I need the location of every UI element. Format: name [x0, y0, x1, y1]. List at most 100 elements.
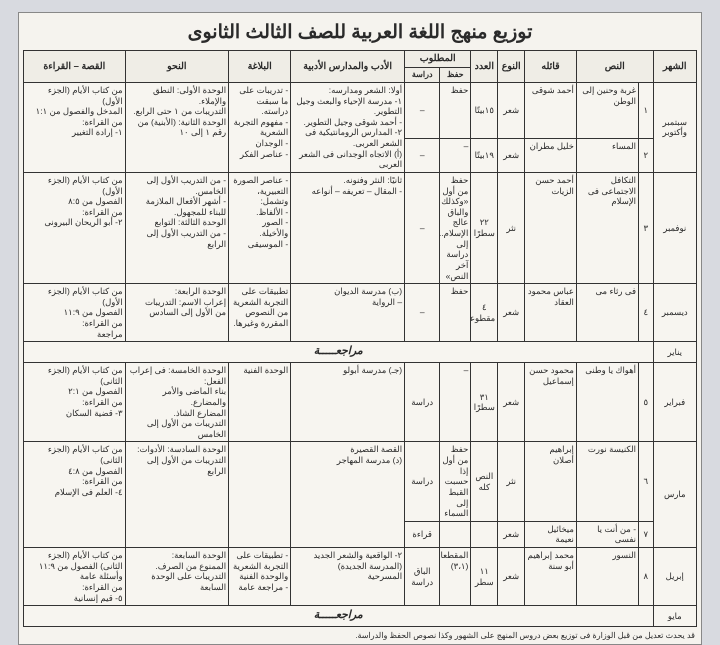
h-literature: الأدب والمدارس الأدبية [291, 51, 405, 83]
cell: من كتاب الأيام (الجزء الأول) الفصول من ١… [24, 284, 126, 342]
cell [471, 521, 498, 547]
cell: حفظ [440, 284, 471, 342]
cell: نوفمبر [653, 172, 696, 283]
cell: إبراهيم أصلان [525, 442, 577, 521]
cell: من كتاب الأيام (الجزء الثانى) الفصول من … [24, 363, 126, 442]
cell: مراجعـــــة [24, 342, 654, 363]
curriculum-table: الشهر النص قائله النوع العدد المطلوب الأ… [23, 50, 697, 627]
cell: – [405, 284, 440, 342]
cell: الوحدة الخامسة: فى إعراب الفعل: بناء الم… [125, 363, 229, 442]
h-grammar: النحو [125, 51, 229, 83]
cell: أولا: الشعر ومدارسه: ١- مدرسة الإحياء وا… [291, 82, 405, 172]
cell: ٥ [639, 363, 653, 442]
cell: ميخائيل نعيمة [525, 521, 577, 547]
cell: النص كله [471, 442, 498, 521]
cell: أهواك يا وطنى [576, 363, 638, 442]
cell: ثانيًا: النثر وفنونه. - المقال – تعريفه … [291, 172, 405, 283]
cell: إبريل [653, 548, 696, 606]
h-count: العدد [471, 51, 498, 83]
cell: تطبيقات على التجربة الشعرية من النصوص ال… [229, 284, 291, 342]
cell: شعر [498, 284, 525, 342]
cell [229, 442, 291, 548]
cell: شعر [498, 139, 525, 173]
cell: دراسة [405, 442, 440, 521]
cell: الوحدة الأولى: النطق والإملاء. التدريبات… [125, 82, 229, 172]
cell: شعر [498, 363, 525, 442]
table-row: ديسمبر٤فى رثاء مىعباس محمود العقادشعر٤ م… [24, 284, 697, 342]
cell: دراسة [405, 363, 440, 442]
h-memorize: حفظ [440, 67, 471, 82]
cell: نثر [498, 172, 525, 283]
cell: القصة القصيرة (د) مدرسة المهاجر [291, 442, 405, 548]
cell: ٢- الواقعية والشعر الجديد (المدرسة الجدي… [291, 548, 405, 606]
cell: - من أنت يا نفسى [576, 521, 638, 547]
cell: الوحدة السابعة: الممنوع من الصرف. التدري… [125, 548, 229, 606]
cell: عباس محمود العقاد [525, 284, 577, 342]
cell: – [440, 363, 471, 442]
cell: ١١ سطر [471, 548, 498, 606]
cell: ٤ مقطوعات [471, 284, 498, 342]
header-row: الشهر النص قائله النوع العدد المطلوب الأ… [24, 51, 697, 68]
cell: – [405, 139, 440, 173]
cell: سبتمبر وأكتوبر [653, 82, 696, 172]
cell: ٨ [639, 548, 653, 606]
table-row: نوفمبر٣التكافل الاجتماعى فى الإسلامأحمد … [24, 172, 697, 283]
cell: المقطعان (٣،١) [440, 548, 471, 606]
cell: من كتاب الأيام (الجزء الثانى) الفصول من … [24, 442, 126, 548]
cell: من كتاب الأيام (الجزء الأول) الفصول من ٨… [24, 172, 126, 283]
curriculum-page: توزيع منهج اللغة العربية للصف الثالث الث… [18, 12, 702, 645]
h-study: دراسة [405, 67, 440, 82]
cell: ٦ [639, 442, 653, 521]
cell: ١٥بيتًا [471, 82, 498, 138]
cell: ٧ [639, 521, 653, 547]
cell: – [440, 139, 471, 173]
cell: (جـ) مدرسة أبولو [291, 363, 405, 442]
cell: قراءة [405, 521, 440, 547]
cell: الوحدة الرابعة: إعراب الاسم: التدريبات م… [125, 284, 229, 342]
cell: - من التدريب الأول إلى الخامس. - أشهر ال… [125, 172, 229, 283]
cell: ٣١ سطرًا [471, 363, 498, 442]
cell: يناير [653, 342, 696, 363]
cell: المساء [576, 139, 638, 173]
cell: حفظ [440, 82, 471, 138]
h-type: النوع [498, 51, 525, 83]
cell: ديسمبر [653, 284, 696, 342]
cell: محمد إبراهيم أبو سنة [525, 548, 577, 606]
cell: من كتاب الأيام (الجزء الأول) المدخل والف… [24, 82, 126, 172]
cell: ٤ [639, 284, 653, 342]
cell: ٣ [639, 172, 653, 283]
cell: - عناصر الصورة التعبيرية، وتشمل: - الألف… [229, 172, 291, 283]
cell: – [405, 82, 440, 138]
table-body: سبتمبر وأكتوبر١غربة وحنين إلى الوطنأحمد … [24, 82, 697, 626]
cell: – [405, 172, 440, 283]
cell: أحمد شوقى [525, 82, 577, 138]
cell: الكنيسة نورت [576, 442, 638, 521]
cell: خليل مطران [525, 139, 577, 173]
h-month: الشهر [653, 51, 696, 83]
cell: محمود حسن إسماعيل [525, 363, 577, 442]
page-title: توزيع منهج اللغة العربية للصف الثالث الث… [23, 21, 697, 44]
cell: ٢ [639, 139, 653, 173]
cell: نثر [498, 442, 525, 521]
cell: مراجعـــــة [24, 606, 654, 627]
cell: غربة وحنين إلى الوطن [576, 82, 638, 138]
table-row: سبتمبر وأكتوبر١غربة وحنين إلى الوطنأحمد … [24, 82, 697, 138]
cell: ١ [639, 82, 653, 138]
cell: (ب) مدرسة الديوان – الرواية [291, 284, 405, 342]
h-text: النص [576, 51, 653, 83]
cell: الباق دراسة [405, 548, 440, 606]
cell: النسور [576, 548, 638, 606]
h-required: المطلوب [405, 51, 471, 68]
cell: الوحدة الفنية [229, 363, 291, 442]
cell: من كتاب الأيام (الجزء الثانى) الفصول من … [24, 548, 126, 606]
cell: فى رثاء مى [576, 284, 638, 342]
cell [440, 521, 471, 547]
cell: شعر [498, 521, 525, 547]
table-row: فبراير٥أهواك يا وطنىمحمود حسن إسماعيلشعر… [24, 363, 697, 442]
h-author: قائله [525, 51, 577, 83]
h-rhetoric: البلاغة [229, 51, 291, 83]
table-row: مارس٦الكنيسة نورتإبراهيم أصلاننثرالنص كل… [24, 442, 697, 521]
cell: ١٩بيتًا [471, 139, 498, 173]
cell: مايو [653, 606, 696, 627]
cell: الوحدة السادسة: الأدوات: التدريبات من ال… [125, 442, 229, 548]
